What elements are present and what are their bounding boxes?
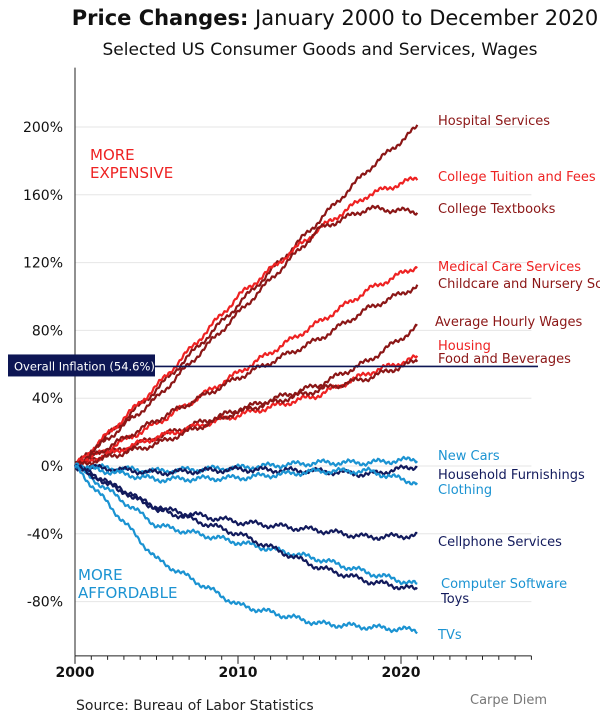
y-tick-label: 80% <box>32 323 63 339</box>
y-tick-label: -40% <box>27 527 63 543</box>
series-line-college-textbooks <box>73 204 419 467</box>
x-tick-label: 2020 <box>382 665 421 681</box>
series-line-new-cars <box>74 455 419 475</box>
overall-inflation-label-box <box>8 354 155 377</box>
series-label: Household Furnishings <box>438 468 585 483</box>
series-line-household-furnishings <box>74 463 418 479</box>
series-line-clothing <box>74 464 419 486</box>
y-tick-label: 40% <box>32 391 63 407</box>
series-label: Food and Beverages <box>438 352 571 367</box>
series-label: Hospital Services <box>438 114 550 129</box>
series-label: Toys <box>440 592 469 607</box>
series-label: Average Hourly Wages <box>435 315 583 330</box>
chart-subtitle: Selected US Consumer Goods and Services,… <box>102 40 538 60</box>
series-line-computer-software <box>74 465 418 586</box>
series-label: Childcare and Nursery School <box>438 277 600 292</box>
series-line-medical-care-services <box>74 266 418 468</box>
chart-title: Price Changes: January 2000 to December … <box>0 6 600 30</box>
y-tick-label: 200% <box>23 120 63 136</box>
series-label: Computer Software <box>441 577 567 592</box>
title-bold: Price Changes: <box>71 6 249 30</box>
y-tick-label: 160% <box>23 188 63 204</box>
title-rest: January 2000 to December 2020 <box>255 6 599 30</box>
annotation-more-affordable: MORE <box>78 566 123 584</box>
series-line-cellphone-services <box>74 465 418 541</box>
series-label: College Textbooks <box>438 202 556 217</box>
annotation-more-affordable: AFFORDABLE <box>78 584 177 602</box>
series-line-toys <box>74 464 418 591</box>
series-label: College Tuition and Fees <box>438 170 596 185</box>
y-tick-label: 120% <box>23 256 63 272</box>
annotation-more-expensive: MORE <box>90 146 135 164</box>
y-tick-label: 0% <box>41 459 63 475</box>
series-label: Clothing <box>438 483 492 498</box>
x-tick-label: 2010 <box>219 665 258 681</box>
series-label: Medical Care Services <box>438 260 581 275</box>
watermark: Carpe Diem <box>470 693 548 708</box>
series-line-college-tuition-and-fees <box>74 176 419 467</box>
series-line-tvs <box>74 464 418 635</box>
series-label: TVs <box>437 628 462 643</box>
source-note: Source: Bureau of Labor Statistics <box>76 698 314 714</box>
series-line-housing <box>74 354 419 467</box>
series-label: New Cars <box>438 449 500 464</box>
series-line-average-hourly-wages <box>74 323 418 470</box>
y-tick-label: -80% <box>27 595 63 611</box>
series-line-childcare-and-nursery-school <box>74 284 419 469</box>
annotation-more-expensive: EXPENSIVE <box>90 164 173 182</box>
x-tick-label: 2000 <box>56 665 95 681</box>
series-label: Housing <box>438 339 491 354</box>
series-line-food-and-beverages <box>74 358 419 467</box>
series-label: Cellphone Services <box>438 535 562 550</box>
overall-inflation-label: Overall Inflation (54.6%) <box>14 359 155 373</box>
